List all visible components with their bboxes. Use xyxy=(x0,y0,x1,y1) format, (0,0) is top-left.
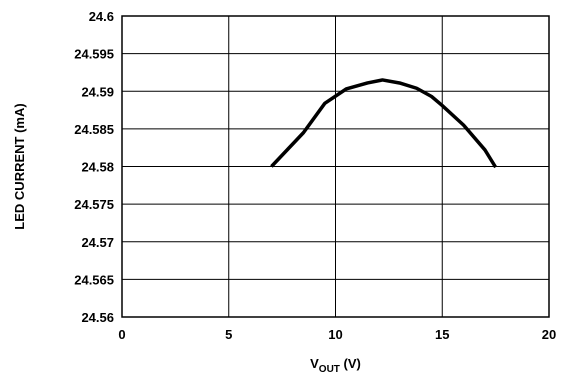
y-tick-label: 24.6 xyxy=(89,9,114,24)
x-tick-label: 0 xyxy=(118,327,125,342)
series-line xyxy=(270,78,498,169)
plot-frame xyxy=(121,15,550,318)
x-tick-label: 20 xyxy=(542,327,556,342)
y-tick-label: 24.595 xyxy=(74,47,114,62)
y-tick-label: 24.585 xyxy=(74,122,114,137)
x-tick-label: 15 xyxy=(435,327,449,342)
y-tick-labels: 24.6 24.595 24.59 24.585 24.58 24.575 24.57 24.… xyxy=(74,9,114,325)
y-tick-label: 24.57 xyxy=(81,235,114,250)
x-tick-label: 10 xyxy=(328,327,342,342)
x-axis-title-main: V xyxy=(310,356,319,371)
y-axis-title: LED CURRENT (mA) xyxy=(12,103,27,229)
y-tick-label: 24.575 xyxy=(74,197,114,212)
x-tick-label: 5 xyxy=(225,327,232,342)
y-tick-label: 24.56 xyxy=(81,310,114,325)
y-tick-label: 24.59 xyxy=(81,84,114,99)
x-axis-title: VOUT (V) xyxy=(310,356,361,375)
y-tick-label: 24.565 xyxy=(74,272,114,287)
x-axis-title-suffix: (V) xyxy=(340,356,361,371)
grid xyxy=(121,15,550,318)
series-layer xyxy=(270,78,498,169)
y-tick-label: 24.58 xyxy=(81,160,114,175)
x-tick-labels: 0 5 10 15 20 xyxy=(118,327,556,342)
x-axis-title-subscript: OUT xyxy=(319,364,340,375)
